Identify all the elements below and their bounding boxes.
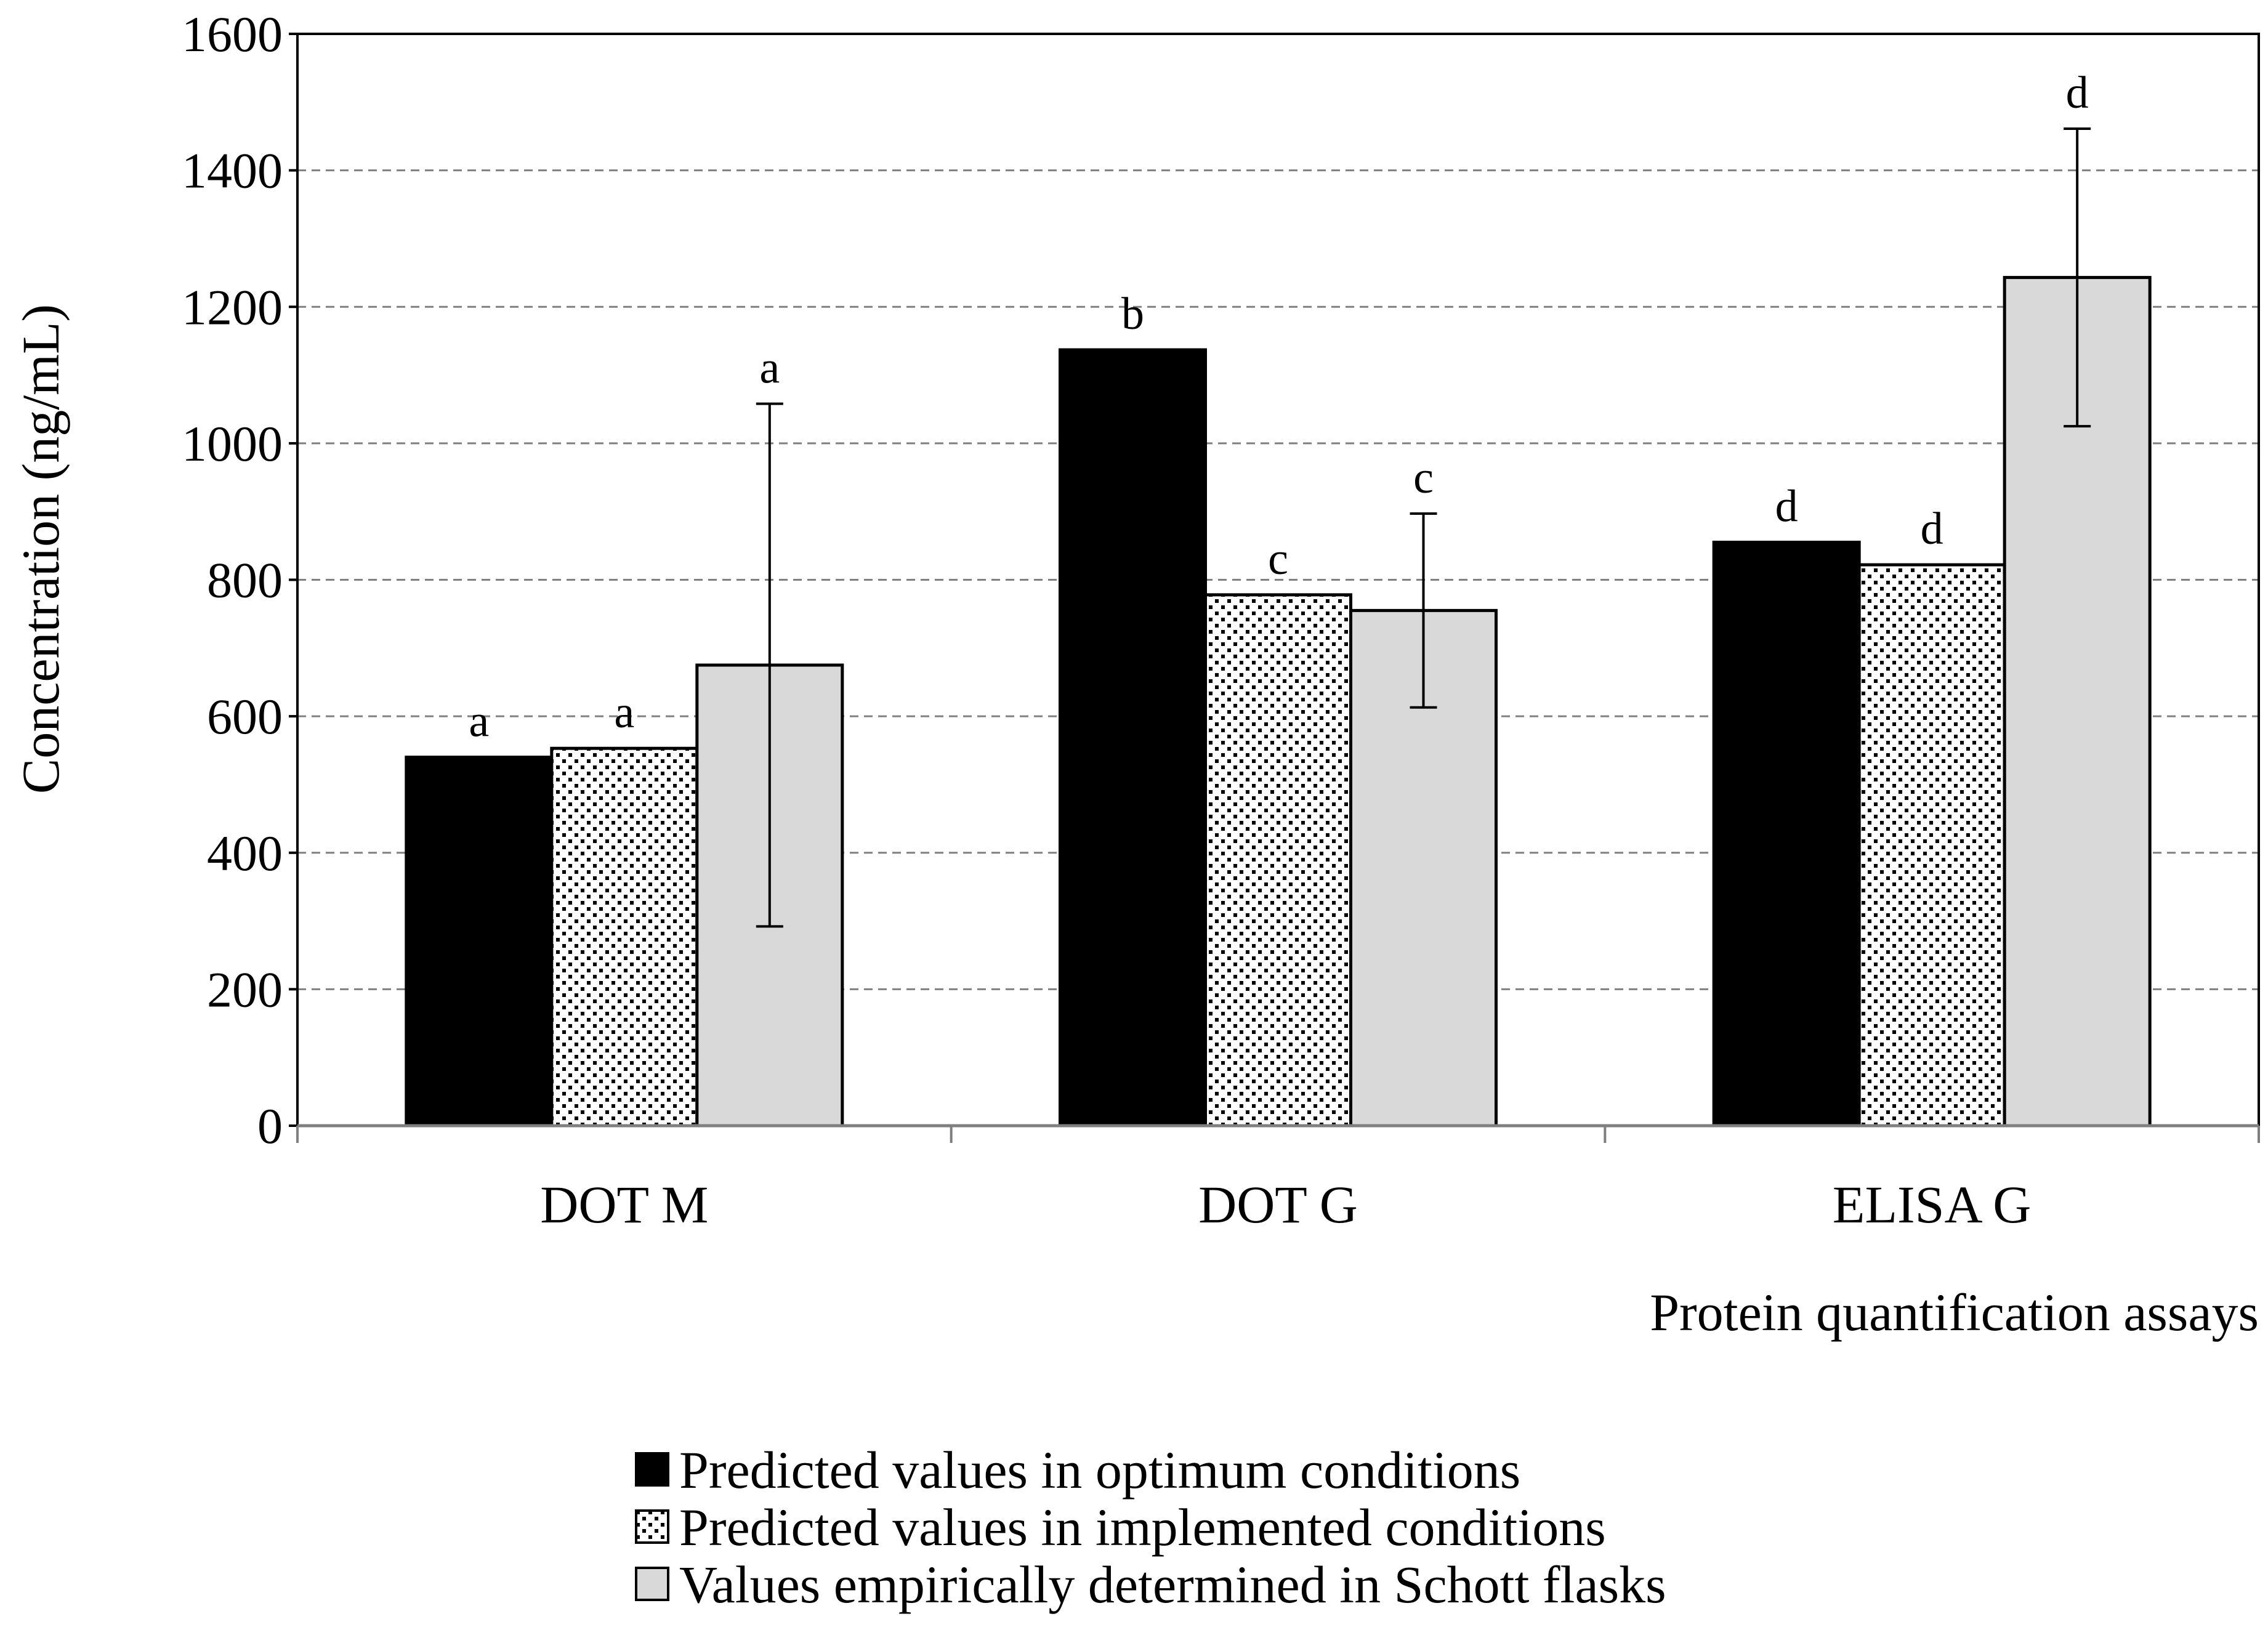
- y-tick-label-600: 600: [207, 688, 283, 745]
- bar-dot-m-series-1: [405, 756, 554, 1128]
- significance-letter-dot-g-2: c: [1268, 534, 1288, 584]
- bar-elisa-g-series-1: [1712, 541, 1861, 1128]
- legend-swatch-1: [635, 1452, 669, 1487]
- legend-label-2: Predicted values in implemented conditio…: [679, 1498, 1606, 1557]
- legend-label-3: Values empirically determined in Schott …: [679, 1555, 1666, 1614]
- significance-letter-elisa-g-1: d: [1775, 482, 1798, 532]
- y-axis-title: Concentration (ng/mL): [11, 304, 70, 794]
- y-tick-label-0: 0: [257, 1098, 283, 1154]
- significance-letter-dot-g-1: b: [1121, 289, 1144, 339]
- bar-elisa-g-series-2: [1857, 563, 2006, 1128]
- legend-label-1: Predicted values in optimum conditions: [679, 1440, 1520, 1500]
- category-label-dot-g: DOT G: [1198, 1175, 1358, 1234]
- significance-letter-elisa-g-2: d: [1921, 504, 1943, 554]
- bar-dot-m-series-2: [550, 746, 699, 1128]
- y-tick-label-800: 800: [207, 552, 283, 608]
- significance-letter-dot-m-3: a: [759, 343, 780, 394]
- significance-letter-dot-m-2: a: [614, 687, 634, 738]
- y-tick-label-1600: 1600: [182, 6, 283, 62]
- y-tick-label-200: 200: [207, 961, 283, 1017]
- y-tick-label-1400: 1400: [182, 143, 283, 199]
- y-tick-label-400: 400: [207, 825, 283, 881]
- category-label-elisa-g: ELISA G: [1833, 1175, 2032, 1234]
- bar-dot-g-series-1: [1059, 348, 1207, 1128]
- significance-letter-dot-m-1: a: [469, 696, 489, 747]
- legend-swatch-2: [635, 1509, 669, 1544]
- y-tick-label-1200: 1200: [182, 279, 283, 335]
- y-tick-label-1000: 1000: [182, 416, 283, 472]
- bar-dot-g-series-2: [1204, 593, 1352, 1128]
- significance-letter-elisa-g-3: d: [2066, 68, 2089, 118]
- x-axis-title: Protein quantification assays: [1650, 1283, 2259, 1342]
- legend-swatch-3: [635, 1567, 669, 1601]
- significance-letter-dot-g-3: c: [1413, 453, 1434, 503]
- category-label-dot-m: DOT M: [540, 1175, 708, 1234]
